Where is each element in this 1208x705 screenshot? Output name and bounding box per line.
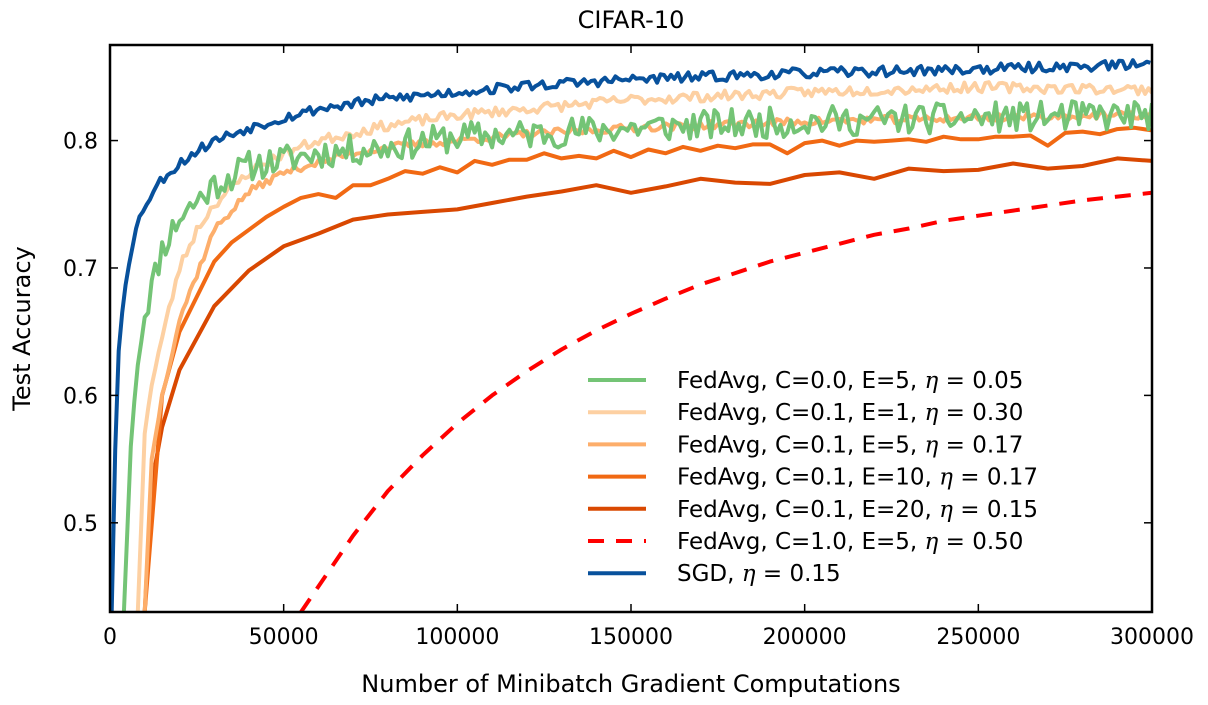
legend-label-prefix: FedAvg, C=0.1, E=20, [677, 497, 939, 523]
legend-label-prefix: FedAvg, C=0.0, E=5, [677, 368, 925, 394]
legend-label-symbol: η [742, 561, 756, 587]
series-line-6 [299, 190, 1152, 612]
legend-label-suffix: = 0.17 [938, 432, 1023, 458]
legend-label-symbol: η [925, 529, 939, 555]
series-line-2 [135, 80, 1152, 612]
legend-label-2: FedAvg, C=0.1, E=1, η = 0.30 [677, 400, 1023, 426]
legend-label-symbol: η [925, 400, 939, 426]
x-tick-label: 250000 [936, 625, 1020, 650]
x-axis: 0 50000 100000 150000 200000 250000 300000 [103, 45, 1194, 650]
series-line-4 [142, 125, 1152, 612]
legend-label-7: SGD, η = 0.15 [677, 561, 841, 587]
legend-label-suffix: = 0.17 [953, 465, 1038, 491]
series-line-7 [110, 58, 1151, 612]
legend-label-suffix: = 0.30 [938, 400, 1023, 426]
x-tick-label: 50000 [249, 625, 319, 650]
y-tick-label: 0.5 [63, 512, 98, 537]
x-tick-label: 100000 [415, 625, 499, 650]
x-tick-label: 300000 [1110, 625, 1194, 650]
legend-label-3: FedAvg, C=0.1, E=5, η = 0.17 [677, 432, 1023, 458]
y-tick-label: 0.6 [63, 384, 98, 409]
x-tick-label: 200000 [763, 625, 847, 650]
legend-label-1: FedAvg, C=0.0, E=5, η = 0.05 [677, 368, 1023, 394]
legend-label-symbol: η [925, 368, 939, 394]
series-layer [110, 58, 1152, 612]
legend-label-symbol: η [925, 432, 939, 458]
legend-label-suffix: = 0.15 [953, 497, 1038, 523]
y-axis: 0.5 0.6 0.7 0.8 [63, 130, 1152, 537]
series-line-5 [142, 156, 1152, 612]
x-tick-label: 150000 [589, 625, 673, 650]
x-tick-label: 0 [103, 625, 117, 650]
y-axis-title: Test Accuracy [8, 246, 36, 411]
legend-label-prefix: FedAvg, C=0.1, E=10, [677, 465, 939, 491]
legend-label-symbol: η [939, 465, 953, 491]
legend-label-suffix: = 0.15 [756, 561, 841, 587]
chart-title: CIFAR-10 [578, 6, 685, 34]
legend-label-prefix: FedAvg, C=0.1, E=1, [677, 400, 925, 426]
legend-label-prefix: FedAvg, C=0.1, E=5, [677, 432, 925, 458]
legend-label-symbol: η [939, 497, 953, 523]
y-tick-label: 0.8 [63, 130, 98, 155]
legend-label-suffix: = 0.50 [938, 529, 1023, 555]
y-tick-label: 0.7 [63, 257, 98, 282]
legend-label-6: FedAvg, C=1.0, E=5, η = 0.50 [677, 529, 1023, 555]
legend-label-suffix: = 0.05 [938, 368, 1023, 394]
legend-label-prefix: FedAvg, C=1.0, E=5, [677, 529, 925, 555]
legend-label-prefix: SGD, [677, 561, 742, 587]
series-line-1 [121, 99, 1152, 612]
legend-label-4: FedAvg, C=0.1, E=10, η = 0.17 [677, 465, 1038, 491]
x-axis-title: Number of Minibatch Gradient Computation… [361, 670, 900, 698]
legend-label-5: FedAvg, C=0.1, E=20, η = 0.15 [677, 497, 1038, 523]
